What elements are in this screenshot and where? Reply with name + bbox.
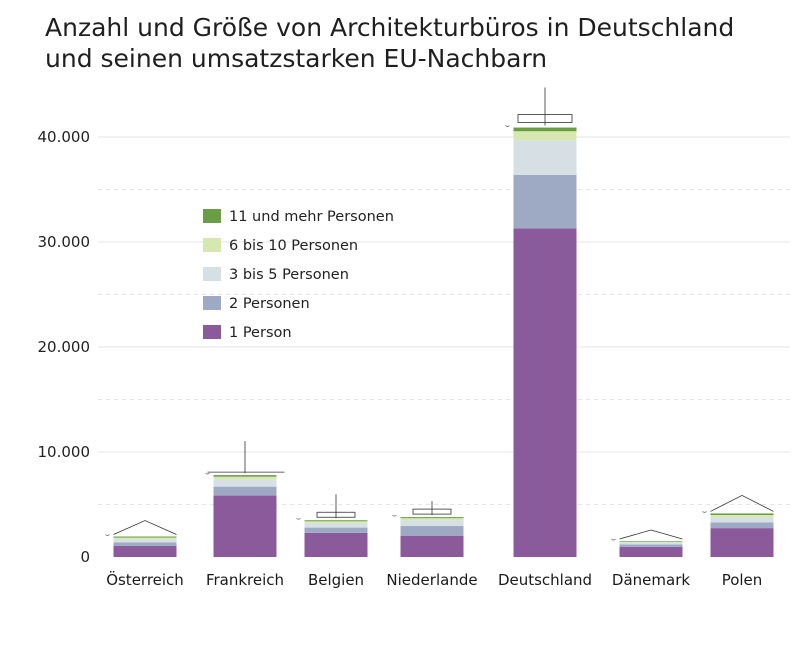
bar-callout: [619, 529, 683, 540]
bar-segment: [400, 517, 464, 519]
x-tick-label: Deutschland: [498, 571, 592, 589]
bar-callout: [517, 114, 573, 123]
legend-swatch: [203, 238, 221, 252]
chart-title-line-1: Anzahl und Größe von Architekturbüros in…: [45, 13, 735, 42]
bar-segment: [304, 520, 368, 522]
legend-swatch: [203, 209, 221, 223]
legend-swatch: [203, 267, 221, 281]
bar-segment: [113, 545, 177, 557]
bar-segment: [619, 541, 683, 542]
legend: 11 und mehr Personen 6 bis 10 Personen 3 b…: [203, 209, 394, 341]
bar-callout: [710, 494, 774, 512]
bar-callout: [412, 508, 452, 515]
x-axis: Österreich Frankreich Belgien Niederlande De…: [106, 570, 762, 589]
x-tick-label: Niederlande: [386, 571, 477, 589]
bar-segment: [513, 131, 577, 141]
bar-segment: [400, 518, 464, 521]
legend-label: 11 und mehr Personen: [229, 209, 394, 225]
bar-segment: [113, 536, 177, 538]
bar-segment: [304, 522, 368, 528]
bar-segment: [400, 536, 464, 557]
bar-segment: [710, 522, 774, 529]
bar-segment: [513, 228, 577, 557]
bar-segment: [513, 127, 577, 132]
x-tick-label: Polen: [722, 571, 763, 589]
bar-segment: [304, 532, 368, 557]
bar-segment: [710, 528, 774, 557]
bar-tick-mark: [392, 514, 397, 517]
bar-segment: [400, 526, 464, 536]
bar-segment: [619, 547, 683, 557]
bar-segment: [304, 521, 368, 523]
bar-segment: [710, 515, 774, 518]
legend-label: 1 Person: [229, 325, 292, 341]
bar-segment: [710, 513, 774, 515]
chart-title-line-2: und seinen umsatzstarken EU-Nachbarn: [45, 44, 548, 73]
y-axis: 0 10.000 20.000 30.000 40.000: [38, 128, 91, 566]
bar-callouts: [105, 87, 774, 541]
bar-segment: [213, 479, 277, 487]
bar-segment: [619, 544, 683, 548]
bar-tick-mark: [105, 534, 110, 536]
legend-label: 3 bis 5 Personen: [229, 267, 349, 283]
x-tick-label: Dänemark: [612, 571, 690, 589]
bar-tick-mark: [205, 472, 210, 475]
legend-swatch: [203, 296, 221, 310]
bar-tick-mark: [702, 511, 707, 513]
bar-segment: [400, 520, 464, 527]
bar-segment: [513, 174, 577, 229]
y-tick-label: 30.000: [38, 233, 91, 251]
bar-tick-mark: [611, 538, 616, 541]
bar-segment: [213, 495, 277, 557]
legend-label: 6 bis 10 Personen: [229, 238, 358, 254]
bar-callout: [113, 520, 177, 535]
bar-segment: [710, 517, 774, 523]
y-tick-label: 0: [80, 548, 90, 566]
x-tick-label: Österreich: [106, 570, 184, 589]
legend-swatch: [203, 325, 221, 339]
bars: [113, 127, 774, 557]
bar-segment: [113, 539, 177, 543]
bar-segment: [113, 542, 177, 546]
bar-segment: [513, 140, 577, 175]
y-tick-label: 20.000: [38, 338, 91, 356]
legend-label: 2 Personen: [229, 296, 310, 312]
bar-tick-mark: [296, 517, 301, 520]
gridlines: [98, 136, 790, 505]
y-tick-label: 10.000: [38, 443, 91, 461]
bar-segment: [619, 542, 683, 545]
bar-segment: [213, 486, 277, 496]
bar-segment: [213, 476, 277, 480]
chart-title: Anzahl und Größe von Architekturbüros in…: [45, 12, 734, 74]
bar-segment: [619, 541, 683, 543]
bar-segment: [304, 527, 368, 533]
bar-segment: [113, 537, 177, 540]
bar-tick-mark: [505, 125, 510, 127]
bar-segment: [213, 475, 277, 477]
x-tick-label: Frankreich: [206, 571, 284, 589]
x-tick-label: Belgien: [308, 571, 364, 589]
bar-callout: [316, 511, 356, 518]
y-tick-label: 40.000: [38, 128, 91, 146]
